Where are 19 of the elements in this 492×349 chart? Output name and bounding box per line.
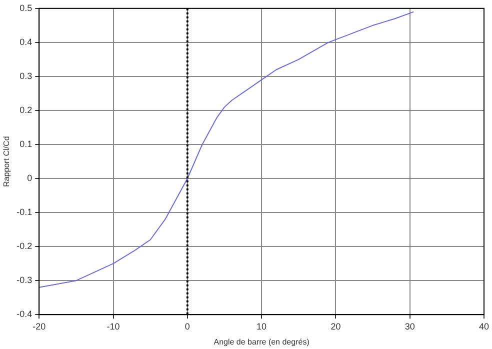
x-tick-label: -20	[32, 321, 46, 332]
x-tick-label: 40	[478, 321, 489, 332]
x-tick-label: 0	[184, 321, 190, 332]
x-tick-label: 20	[330, 321, 341, 332]
x-tick-label: -10	[106, 321, 120, 332]
x-tick-label: 30	[404, 321, 415, 332]
y-tick-label: 0.4	[20, 36, 32, 47]
y-tick-label: 0	[27, 172, 32, 183]
y-tick-label: 0.5	[20, 2, 32, 13]
y-tick-label: 0.3	[20, 70, 32, 81]
y-tick-label: 0.2	[20, 104, 32, 115]
x-axis-title: Angle de barre (en degrés)	[214, 337, 310, 346]
y-tick-label: -0.4	[16, 309, 32, 320]
y-tick-label: -0.3	[16, 275, 32, 286]
x-tick-label: 10	[256, 321, 267, 332]
y-axis-title: Rapport Cl/Cd	[2, 136, 12, 187]
y-tick-label: 0.1	[20, 138, 32, 149]
y-tick-label: -0.1	[16, 207, 32, 218]
y-tick-label: -0.2	[16, 241, 32, 252]
